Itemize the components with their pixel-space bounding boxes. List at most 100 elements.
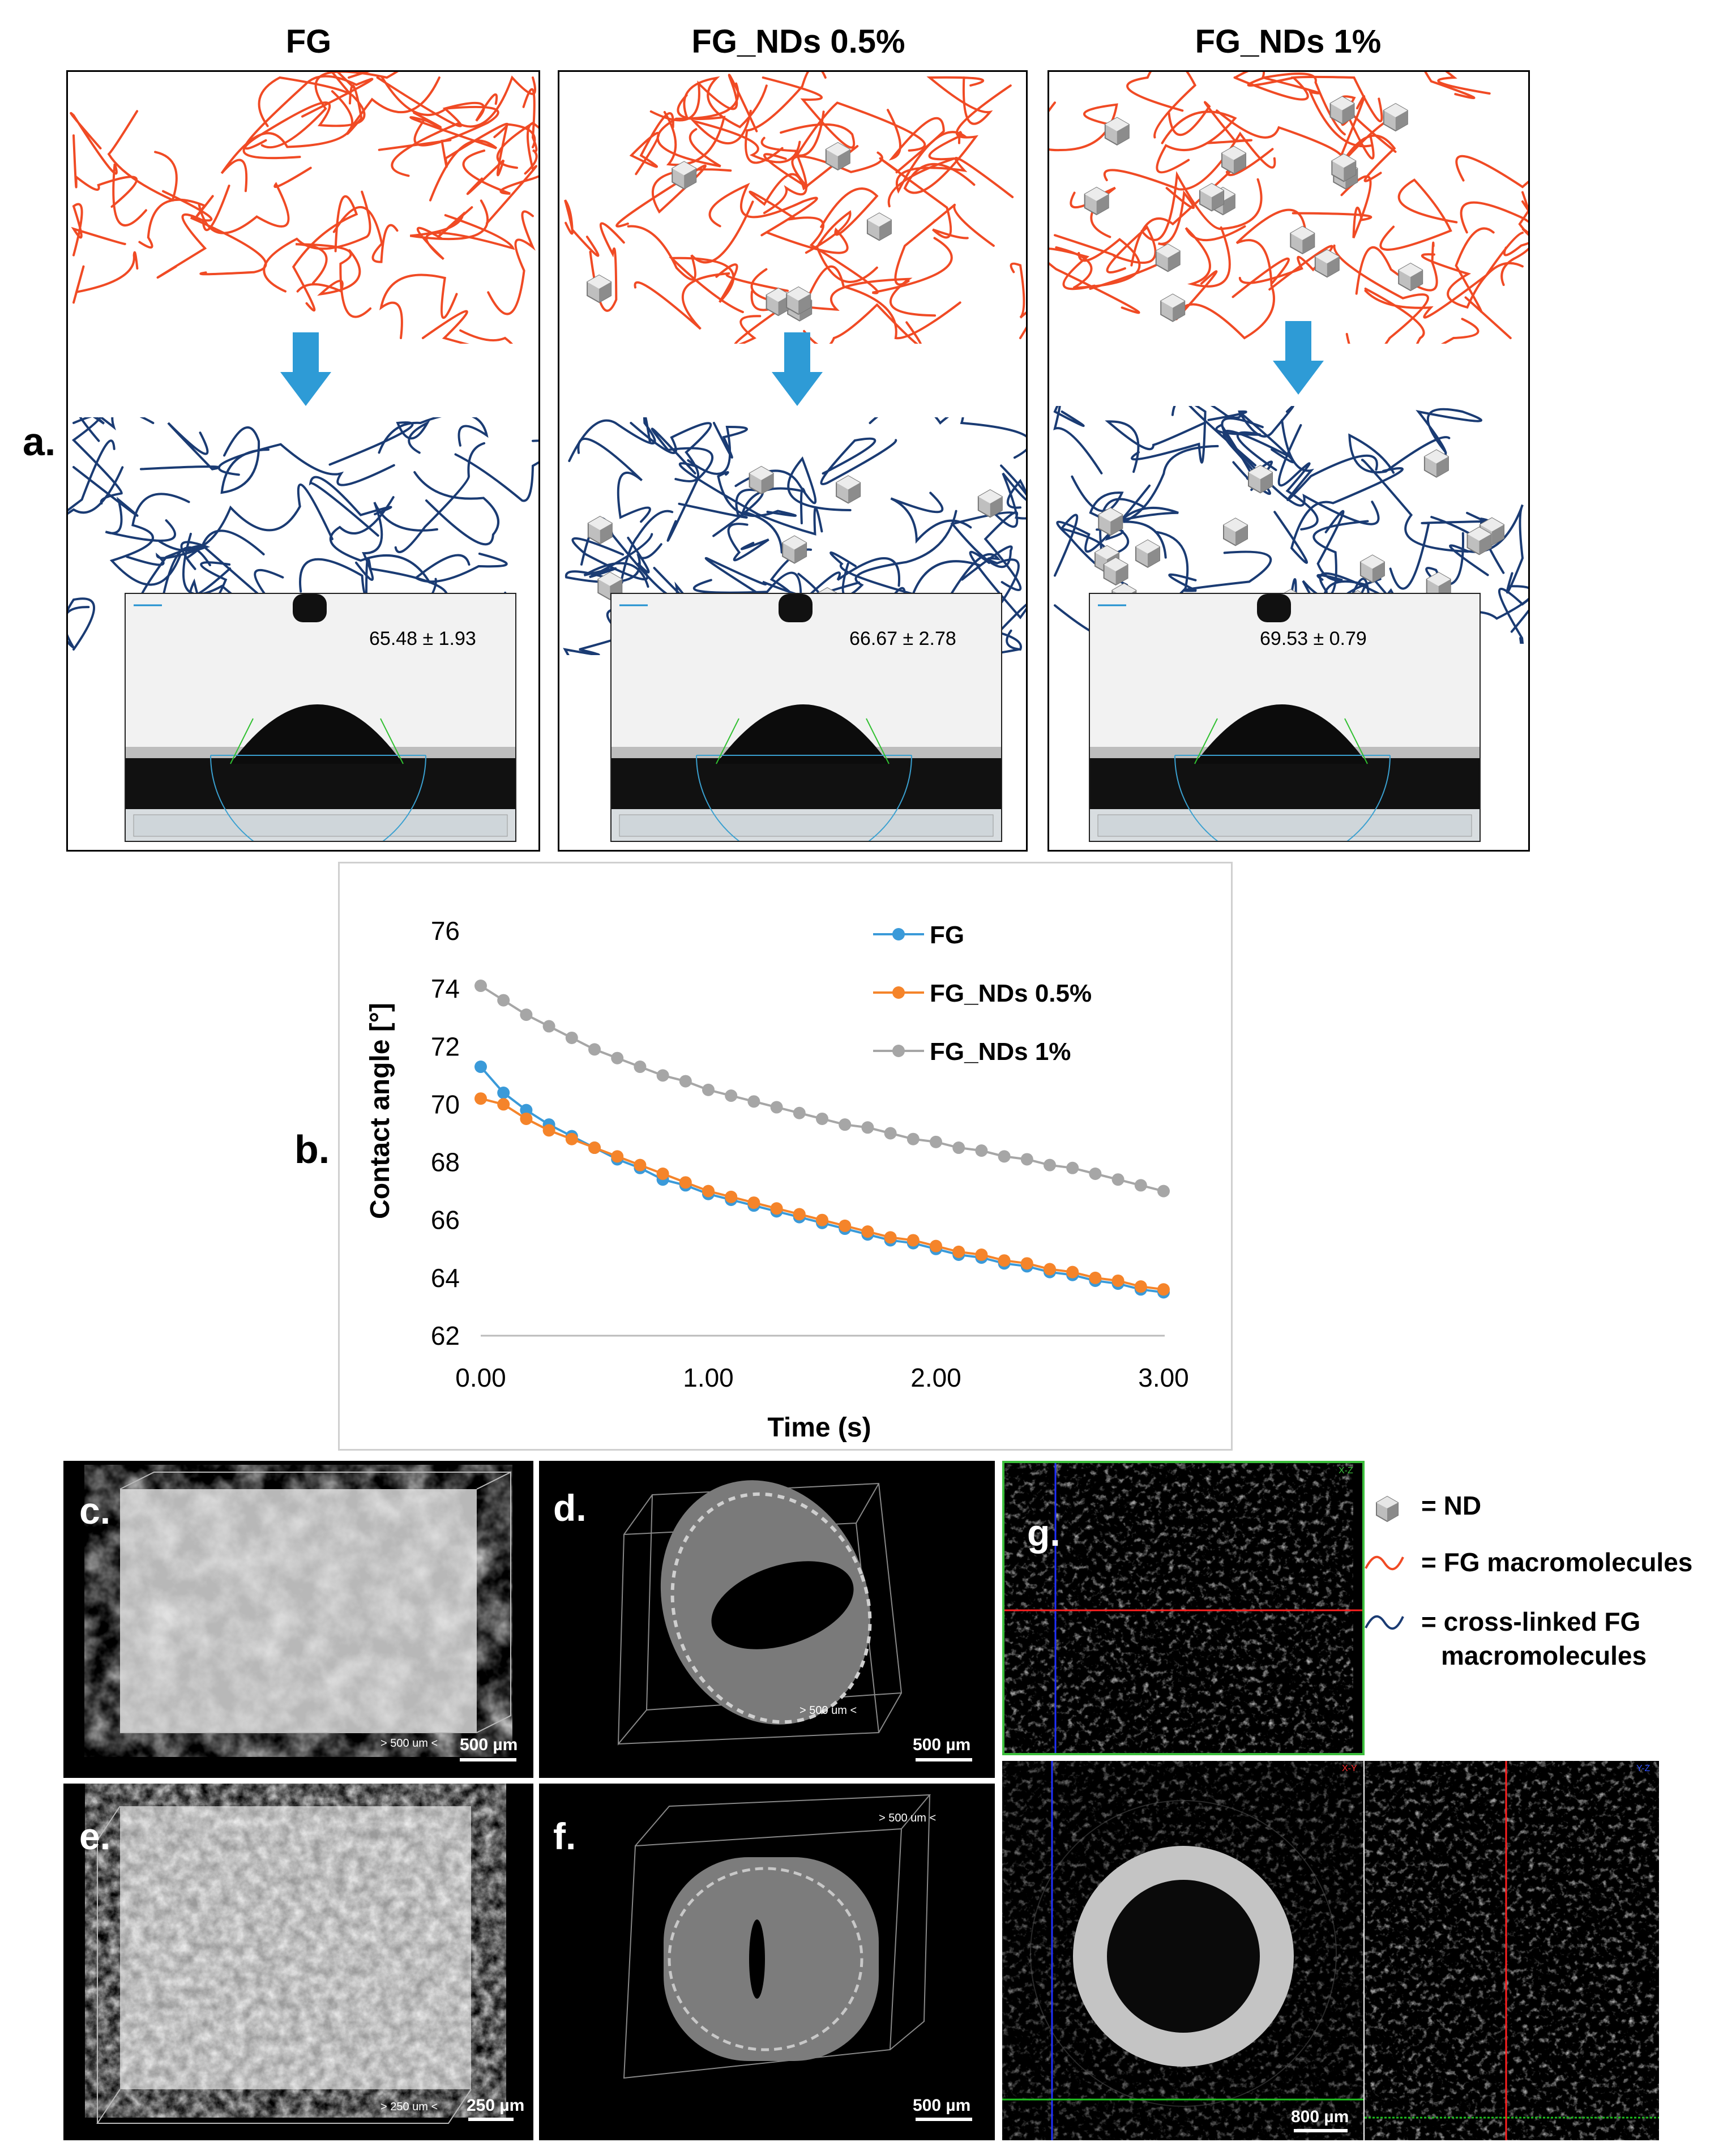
data-point (611, 1150, 624, 1163)
y-tick-label: 74 (431, 974, 460, 1003)
nanodiamond-icon (782, 535, 807, 564)
tubular-scaffold-render (617, 1480, 903, 1746)
nanodiamond-icon (1084, 186, 1109, 216)
x-axis-label: Time (s) (767, 1413, 871, 1443)
scaffold-surface-render (96, 1806, 472, 2124)
data-point (1020, 1257, 1033, 1270)
nanodiamond-icon (866, 212, 892, 241)
nanodiamond-icon (1223, 518, 1248, 546)
data-point (497, 1098, 510, 1111)
scale-bar (916, 2118, 972, 2121)
view-axis-label: X-Y (1342, 1764, 1357, 1773)
data-point (542, 1124, 555, 1137)
legend-fg-label: = FG macromolecules (1421, 1547, 1693, 1577)
scale-overlay-text: > 500 um < (879, 1812, 937, 1824)
data-point (702, 1185, 715, 1198)
data-point (611, 1051, 624, 1064)
data-point (839, 1219, 852, 1232)
data-point (747, 1095, 760, 1108)
data-point (930, 1135, 942, 1148)
contact-angle-image-nd1: 69.53 ± 0.79 (1089, 593, 1481, 842)
nanodiamond-icon (825, 142, 850, 171)
data-point (497, 994, 510, 1007)
panel-e-image: e. 250 µm > 250 um < (63, 1784, 533, 2140)
x-tick-label: 3.00 (1138, 1363, 1189, 1392)
nanodiamond-icon (836, 475, 861, 504)
data-point (520, 1112, 533, 1125)
data-point (1157, 1283, 1170, 1296)
data-point (1157, 1185, 1170, 1198)
scale-bar-label: 500 µm (913, 2096, 971, 2115)
scale-bar (916, 1758, 972, 1761)
data-point (793, 1106, 806, 1119)
panel-b-letter: b. (294, 1127, 330, 1171)
scale-bar (1294, 2129, 1348, 2132)
scale-bar-label: 250 µm (467, 2096, 525, 2115)
data-point (816, 1112, 828, 1125)
data-point (1111, 1173, 1124, 1186)
nanodiamond-icon (1359, 554, 1385, 583)
data-point (1020, 1153, 1033, 1166)
nanodiamond-icon (1423, 449, 1449, 478)
water-droplet (126, 594, 515, 841)
data-point (861, 1121, 874, 1134)
data-point (1066, 1265, 1079, 1279)
nanodiamond-icon (672, 161, 697, 190)
series-line (480, 985, 1164, 1192)
legend-marker (892, 986, 905, 999)
nanodiamond-icon (1248, 465, 1273, 494)
data-point (747, 1196, 760, 1209)
scale-bar-label: 500 µm (460, 1735, 518, 1754)
scale-overlay-text: > 500 um < (799, 1704, 857, 1717)
x-tick-label: 0.00 (455, 1363, 506, 1392)
data-point (497, 1087, 510, 1099)
nanodiamond-icon (1466, 527, 1492, 555)
data-point (1089, 1271, 1102, 1284)
contact-angle-value: 65.48 ± 1.93 (369, 628, 476, 649)
legend-marker (892, 928, 905, 940)
y-tick-label: 64 (431, 1263, 460, 1293)
crosslink-arrow-icon (1273, 321, 1324, 395)
crosslink-arrow-icon (772, 332, 823, 406)
fg-macromolecule-icon (1365, 1555, 1404, 1571)
panel-a-title-nd05: FG_NDs 0.5% (691, 23, 905, 60)
y-tick-label: 70 (431, 1089, 460, 1119)
data-point (1089, 1168, 1102, 1180)
panel-c-letter: c. (79, 1490, 111, 1532)
data-point (565, 1031, 578, 1044)
data-point (474, 1092, 487, 1105)
data-point (634, 1158, 647, 1171)
fg-macromolecule-network (70, 72, 538, 344)
data-point (975, 1144, 988, 1157)
data-point (565, 1132, 578, 1145)
x-tick-label: 2.00 (910, 1363, 961, 1392)
y-tick-label: 66 (431, 1205, 460, 1235)
scale-overlay-text: > 250 um < (380, 2101, 438, 2113)
nanodiamond-icon (1331, 153, 1357, 182)
panel-g-letter: g. (1027, 1512, 1061, 1554)
contact-angle-chart: 62 64 66 68 70 72 74 76 0.00 1.00 2.00 3.00 Time (… (365, 916, 1189, 1443)
scale-bar (460, 1758, 516, 1761)
contact-angle-image-nd05: 66.67 ± 2.78 (610, 593, 1002, 842)
view-axis-label: X-Z (1339, 1466, 1353, 1476)
series-1 (474, 1092, 1170, 1296)
nanodiamond-icon (1155, 243, 1181, 272)
fg-macromolecule-network (1049, 72, 1528, 344)
data-point (679, 1075, 692, 1088)
data-point (952, 1141, 965, 1155)
panel-c-image: c. 500 µm > 500 um < (63, 1461, 533, 1778)
data-point (1134, 1280, 1147, 1293)
panel-d-image: d. 500 µm > 500 um < (539, 1461, 995, 1778)
panel-g-yz-view: Y-Z (1365, 1761, 1659, 2140)
data-point (907, 1132, 920, 1145)
data-point (656, 1168, 669, 1180)
data-point (520, 1104, 533, 1117)
nanodiamond-icon (1480, 517, 1504, 546)
nanodiamond-icon (1290, 225, 1315, 255)
panel-f-letter: f. (553, 1815, 576, 1857)
data-point (770, 1202, 783, 1215)
data-point (725, 1190, 738, 1203)
legend-nd-label: = ND (1421, 1491, 1482, 1520)
data-point (702, 1083, 715, 1096)
data-point (520, 1008, 533, 1021)
